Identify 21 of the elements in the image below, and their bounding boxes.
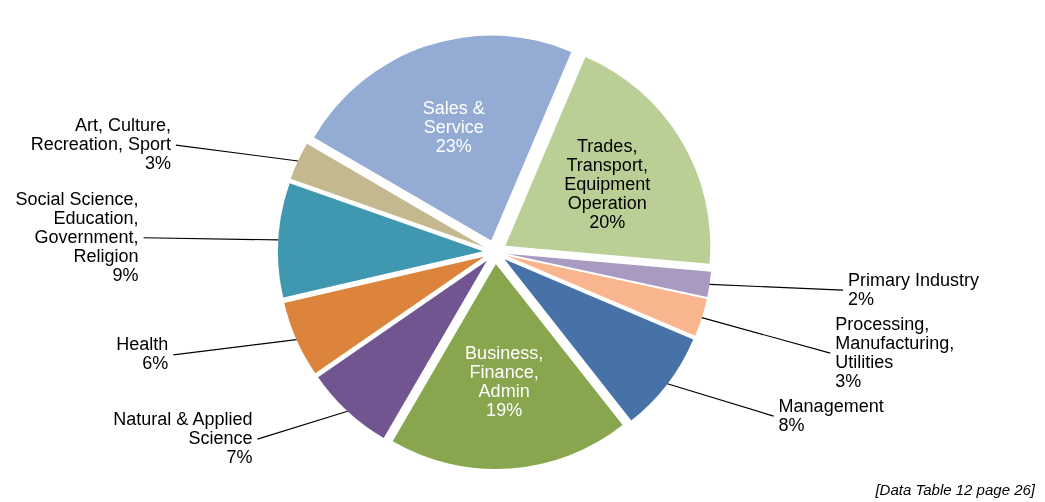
data-label: 19% [486,400,523,421]
slice-label: Business, Finance, Admin [465,343,544,402]
slice-label: Sales & Service [422,97,485,137]
slice-label: Management [778,395,884,416]
slice-label: Art, Culture, Recreation, Sport [30,115,171,155]
data-label: 20% [589,211,626,232]
data-label: 3% [144,153,171,174]
data-label: 3% [835,370,862,391]
data-label: 23% [435,135,472,156]
data-label: 6% [142,353,169,374]
slice-label: Primary Industry [847,269,980,290]
text: [Data Table 12 page 26] [874,481,1036,498]
data-label: 9% [112,264,139,285]
slice-label: Natural & Applied Science [113,409,253,449]
data-label: 7% [226,447,253,468]
slice-label: Trades, Transport, Equipment Operation [564,135,651,213]
slice-label: Processing, Manufacturing, Utilities [835,313,955,372]
slice-label: Health [116,334,169,355]
slice-label: Social Science, Education, Government, Religion [15,188,139,266]
data-label: 2% [847,288,874,309]
data-label: 8% [778,414,805,435]
